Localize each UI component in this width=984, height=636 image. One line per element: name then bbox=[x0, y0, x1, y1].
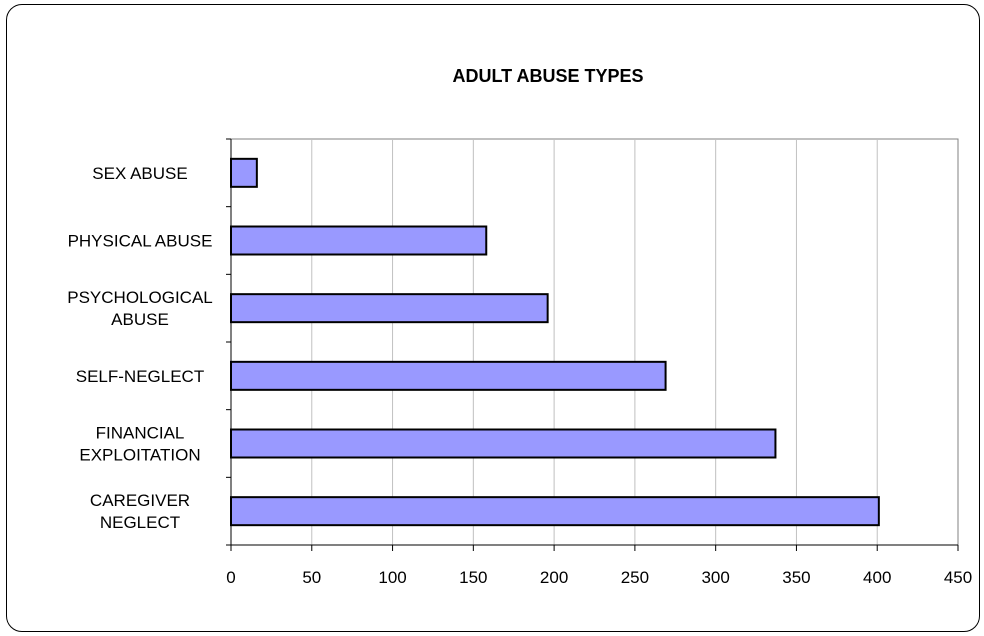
category-label: PSYCHOLOGICAL bbox=[67, 288, 213, 307]
chart-title: ADULT ABUSE TYPES bbox=[452, 66, 643, 86]
bar bbox=[230, 428, 777, 459]
x-tick-label: 200 bbox=[540, 568, 568, 587]
bars bbox=[230, 157, 880, 527]
x-tick-label: 350 bbox=[782, 568, 810, 587]
plot-area bbox=[230, 138, 959, 546]
x-tick-label: 450 bbox=[944, 568, 972, 587]
axes bbox=[226, 138, 959, 551]
x-tick-label: 300 bbox=[701, 568, 729, 587]
category-label: SELF-NEGLECT bbox=[76, 367, 204, 386]
category-label: FINANCIAL bbox=[96, 424, 185, 443]
x-tick-labels: 0 50 100 150 200 250 300 350 400 450 bbox=[226, 568, 972, 587]
category-label: CAREGIVER bbox=[90, 491, 190, 510]
bar bbox=[230, 157, 258, 188]
x-tick-label: 0 bbox=[226, 568, 235, 587]
x-tick-label: 50 bbox=[302, 568, 321, 587]
bar bbox=[230, 496, 880, 527]
x-tick-label: 250 bbox=[621, 568, 649, 587]
gridlines bbox=[311, 139, 878, 545]
category-labels: SEX ABUSE PHYSICAL ABUSE PSYCHOLOGICAL ABUS… bbox=[67, 164, 213, 532]
bar bbox=[230, 293, 549, 324]
category-label: PHYSICAL ABUSE bbox=[68, 232, 213, 251]
x-tick-label: 400 bbox=[863, 568, 891, 587]
bar bbox=[230, 360, 667, 391]
category-label: NEGLECT bbox=[100, 513, 180, 532]
bar bbox=[230, 225, 488, 256]
category-label: SEX ABUSE bbox=[92, 164, 187, 183]
category-label: ABUSE bbox=[111, 310, 169, 329]
x-tick-label: 150 bbox=[459, 568, 487, 587]
x-tick-label: 100 bbox=[378, 568, 406, 587]
category-label: EXPLOITATION bbox=[79, 446, 200, 465]
